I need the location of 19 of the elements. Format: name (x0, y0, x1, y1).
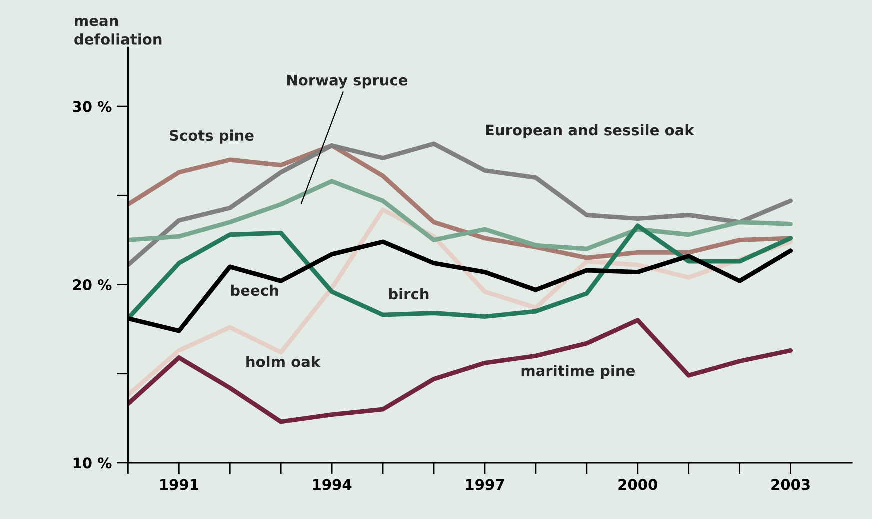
series-label: beech (231, 284, 278, 296)
series-label: maritime pine (522, 365, 636, 380)
series-label: birch (389, 288, 429, 300)
series-label: holm oak (246, 356, 321, 368)
x-tick-label: 2000 (618, 479, 658, 490)
x-tick-label: 1994 (313, 479, 352, 490)
y-axis-title: mean defoliation (74, 18, 162, 45)
line-series (128, 318, 794, 424)
line-series (128, 224, 794, 321)
y-tick-label: 20 % (73, 279, 112, 290)
x-tick-label: 1997 (466, 479, 504, 490)
text: Norway spruce (288, 74, 408, 89)
x-tick-label: 2003 (772, 479, 810, 490)
series-label: European and sessile oak (486, 124, 695, 139)
y-tick-label: 10 % (74, 458, 112, 469)
line-series (128, 179, 794, 252)
x-tick-label: 1991 (160, 479, 198, 490)
y-tick-label: 30 % (73, 101, 112, 112)
series-label: Scots pine (170, 130, 254, 144)
